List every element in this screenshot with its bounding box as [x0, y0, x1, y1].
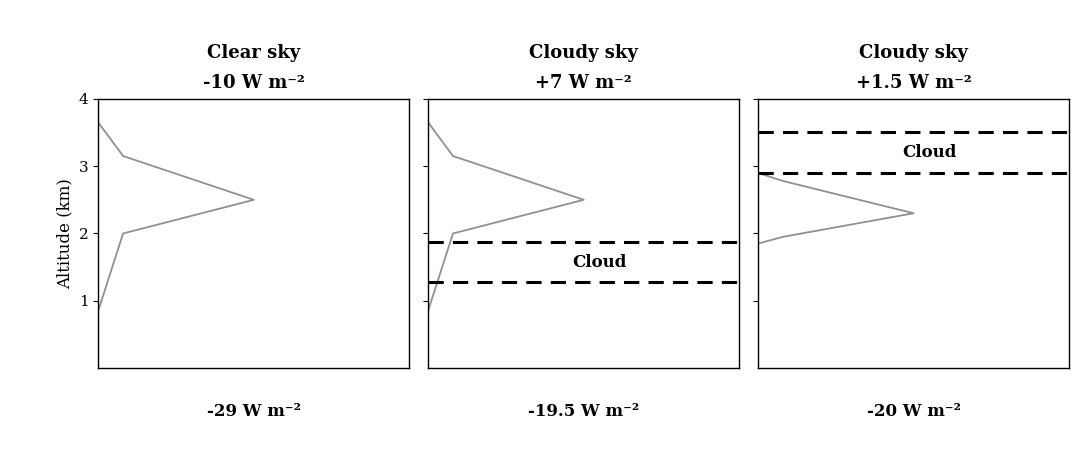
Title: Cloudy sky
+1.5 W m⁻²: Cloudy sky +1.5 W m⁻² [855, 44, 971, 92]
Y-axis label: Altitude (km): Altitude (km) [56, 178, 73, 289]
Text: Cloud: Cloud [572, 254, 626, 271]
Text: -29 W m⁻²: -29 W m⁻² [207, 403, 301, 420]
Text: -19.5 W m⁻²: -19.5 W m⁻² [528, 403, 639, 420]
Text: -20 W m⁻²: -20 W m⁻² [866, 403, 960, 420]
Title: Clear sky
-10 W m⁻²: Clear sky -10 W m⁻² [203, 44, 304, 92]
Title: Cloudy sky
+7 W m⁻²: Cloudy sky +7 W m⁻² [529, 44, 638, 92]
Text: Cloud: Cloud [902, 144, 957, 161]
